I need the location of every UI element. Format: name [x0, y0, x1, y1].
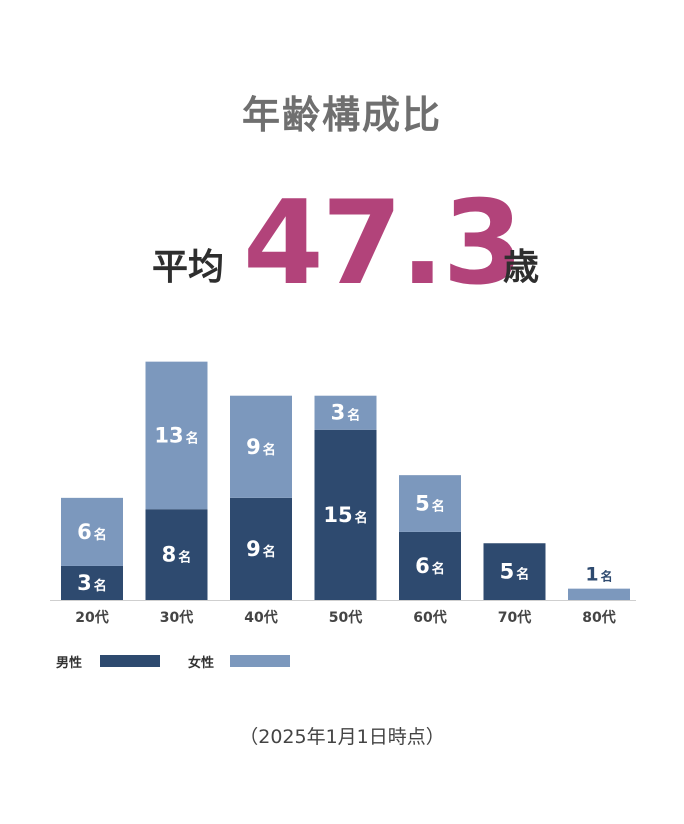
x-tick-label-6: 80代	[582, 609, 615, 626]
chart-title: 年齢構成比	[241, 93, 442, 137]
x-tick-label-5: 70代	[498, 609, 531, 626]
bar-male-5	[483, 543, 546, 600]
bar-male-2	[230, 497, 292, 600]
bar-female-2	[230, 395, 292, 498]
x-tick-label-1: 30代	[160, 609, 193, 626]
age-distribution-chart: 3 名 6 名 20代 8 名 13 名 30代 9 名 9 名 40代 15 名 3 名 50代 6 名 5 名 60代 5 名 7…	[50, 361, 636, 626]
bar-male-3	[314, 429, 377, 600]
bar-female-3	[314, 395, 377, 430]
legend-female-swatch	[230, 655, 290, 667]
bar-male-1	[145, 509, 208, 600]
average-value: 47.3	[243, 176, 523, 311]
bar-female-1	[145, 361, 208, 510]
legend-male-swatch	[100, 655, 160, 667]
legend-female-label: 女性	[188, 656, 215, 671]
bar-female-0	[61, 497, 123, 566]
bar-male-4	[399, 531, 461, 600]
bar-female-6	[568, 588, 630, 600]
legend-female: 女性	[188, 652, 298, 672]
average-prefix: 平均	[152, 247, 225, 288]
average-suffix: 歳	[503, 247, 540, 288]
x-tick-label-4: 60代	[413, 609, 446, 626]
x-tick-label-3: 50代	[329, 609, 362, 626]
bar-female-4	[399, 475, 461, 532]
average-age: 平均 47.3 歳	[0, 180, 684, 307]
data-label-female-1: 13 名	[154, 423, 198, 447]
x-tick-label-2: 40代	[244, 609, 277, 626]
legend-male-label: 男性	[56, 656, 83, 671]
bar-male-0	[61, 565, 123, 600]
data-label-male-3: 15 名	[323, 503, 367, 527]
legend-male: 男性	[56, 652, 166, 672]
x-tick-label-0: 20代	[75, 609, 108, 626]
date-note: （2025年1月1日時点）	[239, 726, 445, 748]
